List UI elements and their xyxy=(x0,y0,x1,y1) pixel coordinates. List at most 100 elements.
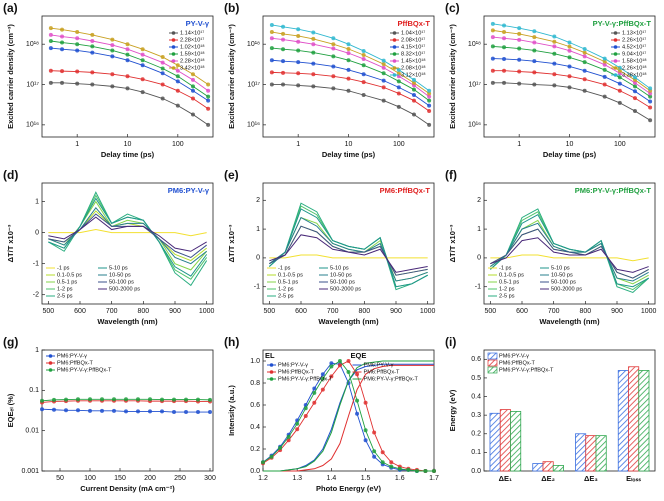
data-point xyxy=(346,370,351,374)
data-point xyxy=(372,449,377,454)
data-point xyxy=(206,94,211,99)
data-point xyxy=(160,409,164,414)
data-point xyxy=(427,109,432,114)
x-axis-label: Wavelength (nm) xyxy=(539,317,600,326)
legend-label: 1.14×10¹⁷ xyxy=(180,29,204,36)
data-point xyxy=(490,68,495,73)
data-point xyxy=(269,58,274,63)
data-point xyxy=(206,88,211,93)
y-tick-label: 0.3 xyxy=(471,412,481,419)
legend-label: PM6:PY-V-γ xyxy=(499,353,529,359)
data-point xyxy=(582,77,587,82)
data-point xyxy=(125,52,130,57)
data-point xyxy=(632,89,637,94)
y-tick-label: 0.0 xyxy=(471,468,481,475)
legend-label: 0.1-0.5 ps xyxy=(278,272,303,278)
panel-title: PY-V-γ xyxy=(186,19,210,28)
x-tick-label: ΔE₃ xyxy=(584,474,598,483)
series-line xyxy=(48,216,207,252)
y-tick-label: 2 xyxy=(477,197,481,204)
legend-label: 3.42×10¹⁸ xyxy=(180,64,205,71)
data-point xyxy=(532,35,537,40)
x-tick-label: 600 xyxy=(295,308,307,315)
data-point xyxy=(346,42,351,47)
data-point xyxy=(602,67,607,72)
y-axis-label: ΔT/T x10⁻³ xyxy=(227,224,236,262)
series-line xyxy=(263,360,434,472)
data-point xyxy=(90,38,95,43)
legend-marker xyxy=(392,45,397,49)
x-tick-label: 1 xyxy=(296,141,300,148)
data-point xyxy=(160,96,165,101)
data-point xyxy=(184,410,188,415)
data-point xyxy=(602,74,607,79)
legend-label: 5-10 ps xyxy=(109,265,128,271)
data-point xyxy=(140,77,145,82)
data-point xyxy=(208,397,212,402)
data-point xyxy=(361,80,366,85)
data-point xyxy=(110,43,115,48)
legend-marker xyxy=(392,73,397,77)
y-tick-label: 0.1 xyxy=(29,387,39,394)
data-point xyxy=(331,36,336,41)
data-point xyxy=(175,63,180,68)
data-point xyxy=(160,60,165,65)
legend-label: 0.1-0.5 ps xyxy=(499,272,524,278)
data-point xyxy=(396,91,401,96)
legend-label: 1.02×10¹⁸ xyxy=(180,43,205,50)
data-point xyxy=(206,122,211,127)
panel-label: (e) xyxy=(224,168,239,182)
data-point xyxy=(363,428,368,433)
data-point xyxy=(532,70,537,75)
plot-frame xyxy=(483,349,656,472)
y-tick-label: 1 xyxy=(35,347,39,354)
legend-marker xyxy=(613,45,618,49)
data-point xyxy=(190,112,195,117)
data-point xyxy=(60,40,65,45)
bar xyxy=(510,411,522,472)
data-point xyxy=(281,31,286,36)
data-point xyxy=(648,86,653,91)
legend-label: 0.1-0.5 ps xyxy=(57,272,82,278)
legend-swatch xyxy=(487,352,498,360)
data-point xyxy=(311,30,316,35)
y-tick-label: 0.6 xyxy=(471,356,481,363)
y-tick-label: 0.01 xyxy=(25,428,39,435)
data-point xyxy=(184,397,188,402)
legend-marker xyxy=(269,363,274,367)
data-point xyxy=(172,410,176,415)
data-point xyxy=(346,88,351,93)
data-point xyxy=(296,71,301,76)
data-point xyxy=(502,30,507,35)
legend-label: 2.26×10¹⁷ xyxy=(622,36,646,43)
data-point xyxy=(532,59,537,64)
data-point xyxy=(286,434,291,439)
y-tick-label: 0.8 xyxy=(250,380,260,387)
data-point xyxy=(295,427,300,432)
data-point xyxy=(567,85,572,90)
legend-label: 1-2 ps xyxy=(499,286,515,292)
x-tick-label: 10 xyxy=(345,141,353,148)
legend-group-title: EQE xyxy=(351,351,367,360)
data-point xyxy=(320,376,325,381)
data-point xyxy=(552,34,557,39)
panel-label: (f) xyxy=(445,168,457,182)
legend-label: 3.12×10¹⁸ xyxy=(401,71,426,78)
x-tick-label: 800 xyxy=(358,308,370,315)
data-point xyxy=(423,469,428,473)
data-point xyxy=(140,58,145,63)
data-point xyxy=(110,54,115,59)
data-point xyxy=(52,397,56,402)
data-point xyxy=(90,50,95,55)
data-point xyxy=(411,77,416,82)
data-point xyxy=(648,105,653,110)
legend-label: 1.13×10¹⁷ xyxy=(622,29,646,36)
data-point xyxy=(110,84,115,89)
y-tick-label: 10¹⁸ xyxy=(468,41,481,48)
legend-label: 500-2000 ps xyxy=(109,286,140,292)
legend-label: 5-10 ps xyxy=(551,265,570,271)
data-point xyxy=(517,57,522,62)
legend-label: PM6:PY-V-γ:PffBQx-T xyxy=(57,367,112,373)
x-tick-label: 800 xyxy=(579,308,591,315)
